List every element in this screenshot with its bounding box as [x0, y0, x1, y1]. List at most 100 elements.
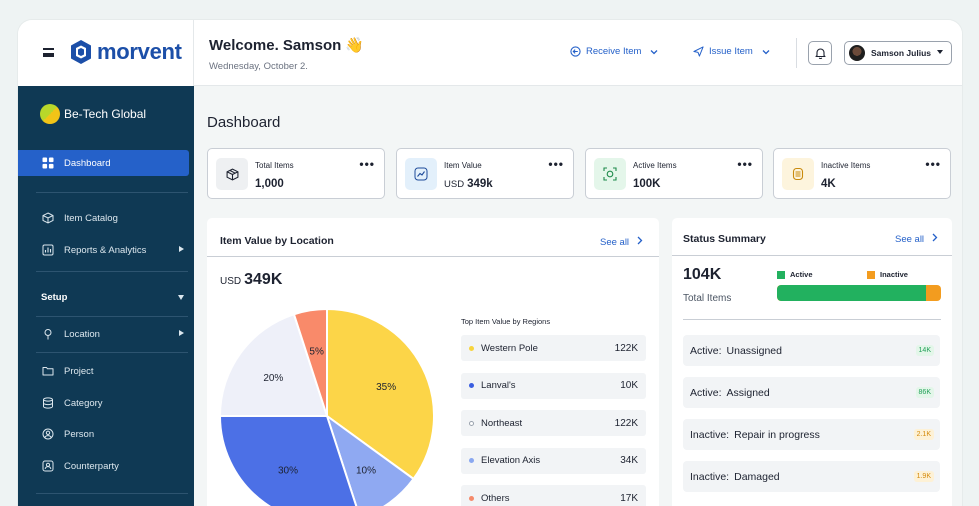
pie-slice[interactable] [292, 307, 328, 417]
stat-card-inactive-items[interactable]: Inactive Items 4K ••• [773, 148, 951, 199]
sidebar-item-dashboard[interactable]: Dashboard [18, 150, 189, 176]
folder-icon [42, 367, 54, 376]
chevron-right-icon [932, 233, 938, 242]
legend-swatch [867, 270, 875, 279]
org-logo-icon [40, 104, 60, 124]
sidebar-section-setup[interactable]: Setup [18, 284, 194, 310]
cube-icon [42, 212, 54, 224]
sidebar-item-label: Dashboard [64, 157, 111, 169]
user-menu-button[interactable]: Samson Julius [844, 41, 952, 65]
sidebar-item-project[interactable]: Project [18, 358, 194, 384]
see-all-link[interactable]: See all [895, 233, 938, 245]
organization-switcher[interactable]: Be-Tech Global [40, 104, 146, 124]
stat-card-active-items[interactable]: Active Items 100K ••• [585, 148, 763, 199]
pie-slice[interactable] [218, 312, 329, 417]
region-row[interactable]: Northeast 122K [461, 410, 646, 436]
scan-icon [603, 167, 617, 181]
stat-value: 100K [633, 178, 661, 190]
menu-icon[interactable] [43, 48, 54, 57]
more-options-icon[interactable]: ••• [925, 157, 941, 171]
user-name: Samson Julius [871, 48, 931, 58]
see-all-label: See all [600, 237, 630, 248]
status-label: Repair in progress [734, 428, 820, 441]
stat-card-item-value[interactable]: Item Value USD 349k ••• [396, 148, 574, 199]
receive-icon [570, 46, 581, 57]
stat-icon-trend [405, 158, 437, 190]
region-color-dot [469, 458, 474, 463]
sidebar-item-location[interactable]: Location [18, 321, 194, 347]
header-divider [796, 38, 797, 68]
sidebar-item-label: Project [64, 365, 94, 377]
notifications-button[interactable] [808, 41, 832, 65]
more-options-icon[interactable]: ••• [737, 157, 753, 171]
region-row[interactable]: Western Pole 122K [461, 335, 646, 361]
sidebar-item-item-catalog[interactable]: Item Catalog [18, 205, 194, 231]
sidebar-item-reports[interactable]: Reports & Analytics [18, 237, 194, 263]
panel-divider [207, 256, 659, 257]
stat-label: Inactive Items [821, 161, 871, 170]
chevron-right-icon [637, 236, 643, 245]
legend-label: Inactive [880, 270, 908, 279]
pie-chart: 35% 10% 30% 20% 5% [218, 307, 435, 506]
pie-slice-label: 20% [263, 373, 283, 384]
region-value: 10K [620, 380, 638, 391]
top-header: Welcome. Samson 👋 Wednesday, October 2. … [194, 20, 962, 86]
chevron-down-icon [762, 49, 770, 54]
legend-active: Active [777, 270, 813, 279]
caret-down-icon [937, 50, 943, 54]
region-value: 17K [620, 492, 638, 504]
database-icon [43, 397, 53, 409]
status-row[interactable]: Inactive: Repair in progress 2.1K [683, 419, 940, 450]
panel-title: Status Summary [683, 233, 766, 245]
receive-item-button[interactable]: Receive Item [570, 46, 658, 57]
stat-value-number: 100K [633, 178, 661, 190]
region-row[interactable]: Others 17K [461, 485, 646, 506]
panel-title: Item Value by Location [220, 235, 334, 247]
issue-item-button[interactable]: Issue Item [693, 46, 770, 57]
trend-icon [414, 167, 428, 181]
sidebar-divider [36, 352, 188, 353]
stat-icon-box [216, 158, 248, 190]
see-all-label: See all [895, 234, 925, 245]
sidebar-item-label: Category [64, 397, 103, 409]
region-name: Western Pole [481, 342, 538, 354]
more-options-icon[interactable]: ••• [548, 157, 564, 171]
sidebar-item-counterparty[interactable]: Counterparty [18, 453, 194, 479]
status-row[interactable]: Active: Assigned 86K [683, 377, 940, 408]
sidebar-divider [36, 271, 188, 272]
sidebar-divider [36, 192, 188, 193]
pie-slice[interactable] [218, 415, 360, 506]
region-row[interactable]: Elevation Axis 34K [461, 447, 646, 474]
sidebar-item-person[interactable]: Person [18, 421, 194, 447]
pie-slice-label: 10% [356, 466, 376, 477]
setup-label: Setup [41, 291, 68, 303]
status-total: 104K [683, 266, 722, 283]
status-summary-panel: Status Summary See all 104K Total Items … [672, 218, 952, 506]
see-all-link[interactable]: See all [600, 236, 643, 248]
legend-label: Active [790, 270, 813, 279]
count-badge: 14K [915, 345, 934, 356]
region-row[interactable]: Lanval's 10K [461, 372, 646, 399]
status-row[interactable]: Active: Unassigned 14K [683, 335, 940, 366]
stat-icon-coins [782, 158, 814, 190]
pie-slice[interactable] [326, 307, 435, 481]
send-icon [693, 46, 704, 57]
box-icon [226, 167, 238, 181]
sidebar-item-label: Person [64, 428, 95, 440]
stat-label: Item Value [444, 161, 482, 170]
avatar [849, 45, 865, 61]
stat-card-total-items[interactable]: Total Items 1,000 ••• [207, 148, 385, 199]
receive-item-label: Receive Item [586, 46, 642, 57]
region-name: Lanval's [481, 380, 516, 391]
currency-prefix: USD [444, 179, 465, 190]
region-value: 34K [620, 455, 638, 466]
org-name: Be-Tech Global [64, 107, 147, 121]
morvent-logo-icon [71, 40, 91, 64]
app-frame: morvent Welcome. Samson 👋 Wednesday, Oct… [18, 20, 962, 506]
caret-down-icon [178, 295, 184, 300]
more-options-icon[interactable]: ••• [359, 157, 375, 171]
sidebar-item-category[interactable]: Category [18, 390, 194, 416]
status-row[interactable]: Inactive: Damaged 1.9K [683, 461, 940, 492]
pin-icon [44, 329, 52, 340]
pie-slice[interactable] [325, 413, 415, 506]
